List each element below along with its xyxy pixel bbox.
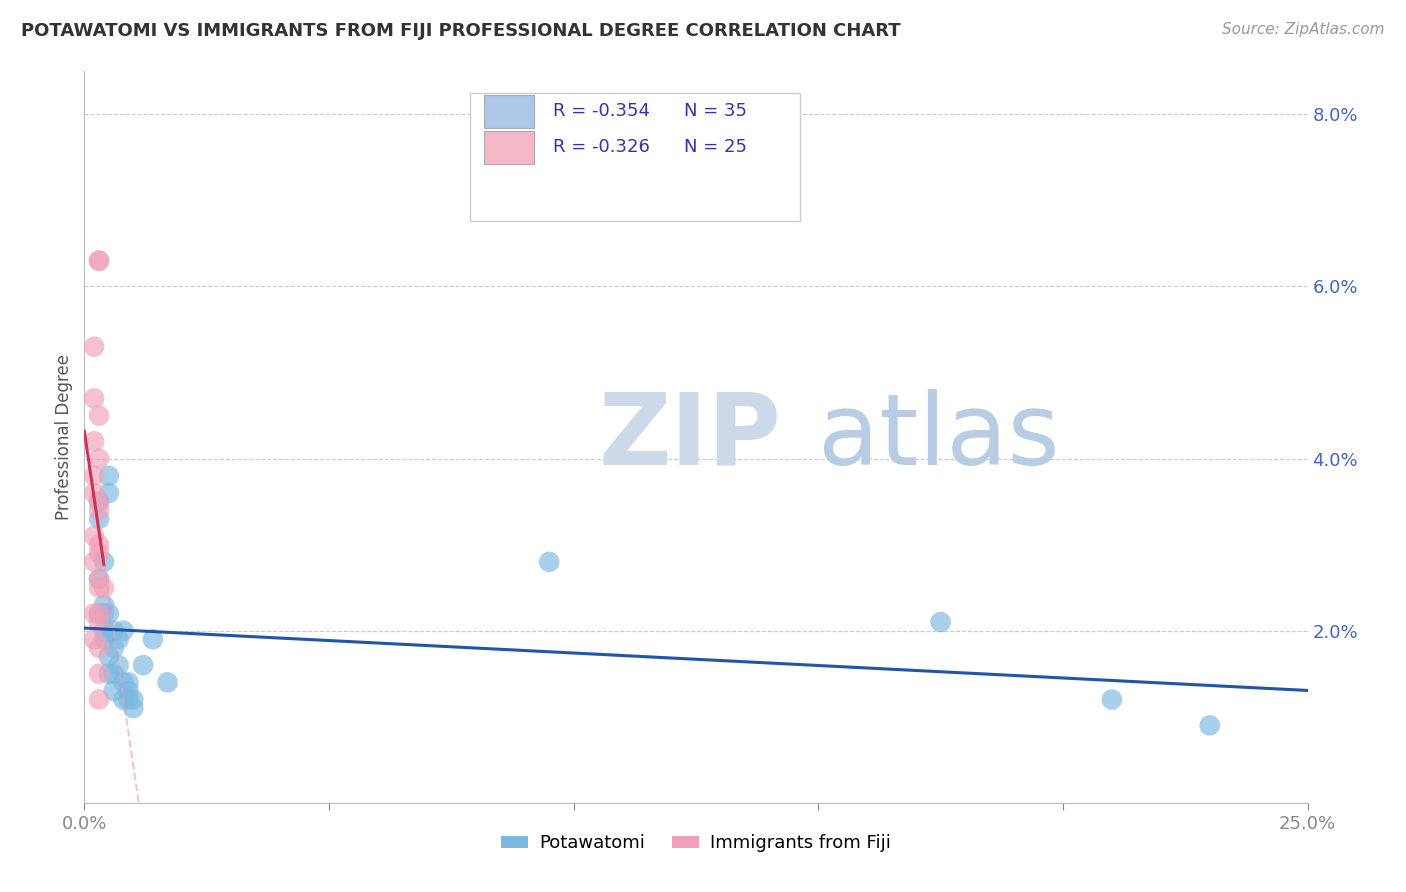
- Point: [87, 494, 110, 508]
- FancyBboxPatch shape: [470, 94, 800, 221]
- Point: [93, 598, 115, 612]
- Point: [112, 624, 135, 638]
- Point: [142, 632, 165, 647]
- Point: [87, 538, 110, 552]
- Point: [97, 607, 120, 621]
- Point: [93, 581, 115, 595]
- Point: [93, 555, 115, 569]
- Point: [112, 692, 135, 706]
- Point: [538, 555, 561, 569]
- Point: [93, 624, 115, 638]
- Point: [103, 684, 125, 698]
- Point: [87, 503, 110, 517]
- Point: [929, 615, 952, 629]
- Point: [93, 607, 115, 621]
- Point: [83, 555, 105, 569]
- Point: [122, 701, 145, 715]
- Point: [122, 692, 145, 706]
- Point: [1198, 718, 1220, 732]
- Legend: Potawatomi, Immigrants from Fiji: Potawatomi, Immigrants from Fiji: [494, 827, 898, 860]
- Text: POTAWATOMI VS IMMIGRANTS FROM FIJI PROFESSIONAL DEGREE CORRELATION CHART: POTAWATOMI VS IMMIGRANTS FROM FIJI PROFE…: [21, 22, 901, 40]
- Point: [87, 409, 110, 423]
- Y-axis label: Professional Degree: Professional Degree: [55, 354, 73, 520]
- Point: [83, 607, 105, 621]
- Point: [107, 658, 129, 673]
- Text: R = -0.326: R = -0.326: [553, 138, 650, 156]
- Point: [87, 451, 110, 466]
- Point: [97, 486, 120, 500]
- Text: R = -0.354: R = -0.354: [553, 103, 650, 120]
- Point: [83, 434, 105, 449]
- Point: [87, 572, 110, 586]
- Point: [87, 581, 110, 595]
- Point: [103, 666, 125, 681]
- Point: [112, 675, 135, 690]
- Point: [103, 640, 125, 655]
- Point: [1101, 692, 1123, 706]
- Point: [87, 666, 110, 681]
- Point: [87, 546, 110, 560]
- Point: [87, 692, 110, 706]
- Text: ZIP: ZIP: [598, 389, 780, 485]
- Point: [97, 649, 120, 664]
- Point: [87, 640, 110, 655]
- Point: [93, 632, 115, 647]
- Point: [87, 615, 110, 629]
- Point: [117, 692, 139, 706]
- Point: [107, 632, 129, 647]
- Text: N = 35: N = 35: [683, 103, 747, 120]
- Point: [103, 624, 125, 638]
- FancyBboxPatch shape: [484, 95, 534, 128]
- Text: atlas: atlas: [818, 389, 1060, 485]
- Point: [117, 675, 139, 690]
- Point: [87, 512, 110, 526]
- Point: [83, 632, 105, 647]
- FancyBboxPatch shape: [484, 130, 534, 163]
- Point: [87, 253, 110, 268]
- Text: N = 25: N = 25: [683, 138, 747, 156]
- Point: [83, 486, 105, 500]
- Point: [97, 666, 120, 681]
- Point: [97, 468, 120, 483]
- Point: [83, 340, 105, 354]
- Point: [87, 253, 110, 268]
- Point: [87, 494, 110, 508]
- Point: [87, 607, 110, 621]
- Point: [117, 684, 139, 698]
- Point: [83, 468, 105, 483]
- Point: [132, 658, 155, 673]
- Point: [83, 392, 105, 406]
- Text: Source: ZipAtlas.com: Source: ZipAtlas.com: [1222, 22, 1385, 37]
- Point: [83, 529, 105, 543]
- Point: [87, 607, 110, 621]
- Point: [156, 675, 179, 690]
- Point: [87, 572, 110, 586]
